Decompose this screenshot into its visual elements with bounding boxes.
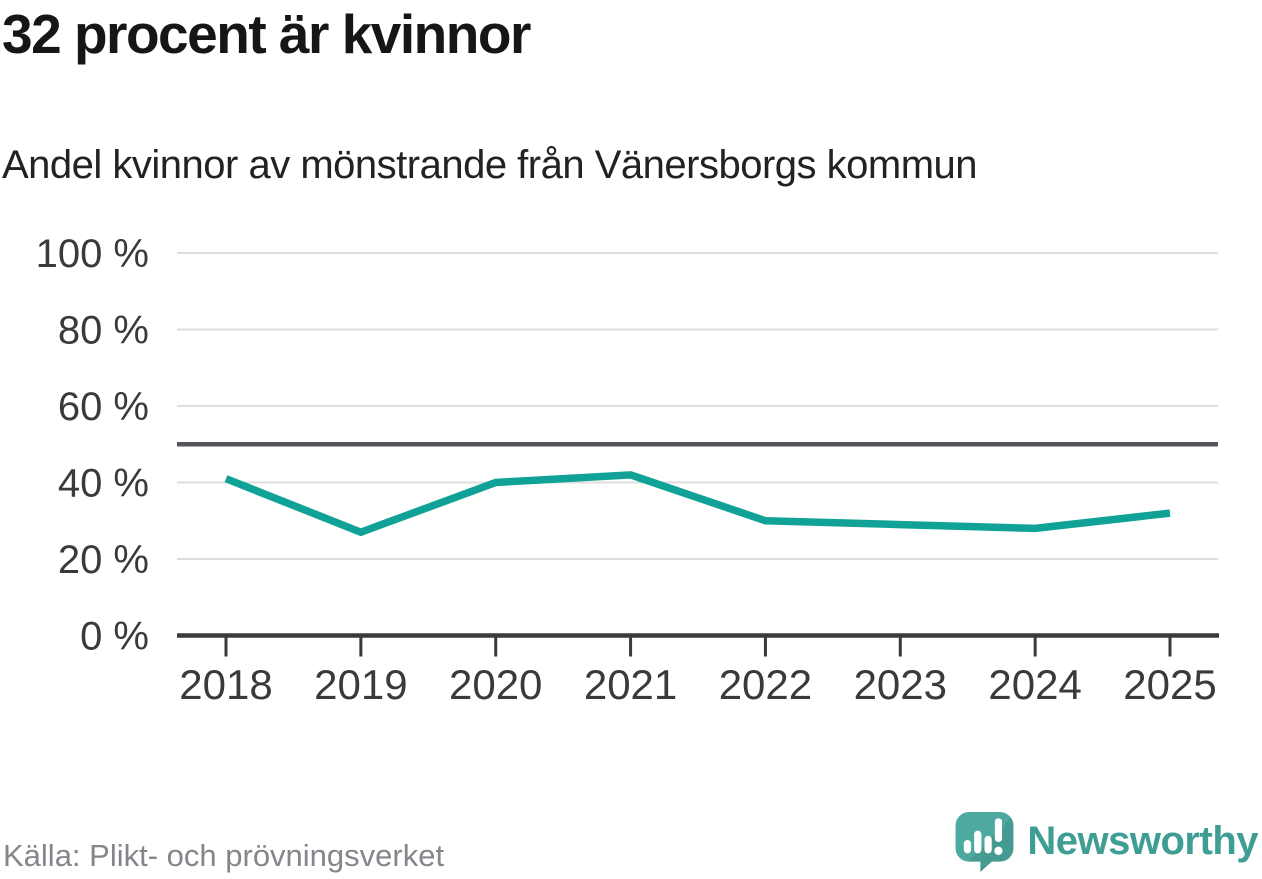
y-tick-label: 60 % xyxy=(58,385,149,429)
x-tick-label: 2019 xyxy=(314,661,407,708)
source-caption: Källa: Plikt- och prövningsverket xyxy=(3,838,445,873)
x-tick-label: 2022 xyxy=(719,661,812,708)
y-tick-label: 20 % xyxy=(58,538,149,582)
bar-chart-icon xyxy=(964,830,993,854)
page-title: 32 procent är kvinnor xyxy=(2,3,531,65)
y-tick-labels: 0 % 20 % 40 % 60 % 80 % 100 % xyxy=(36,232,149,659)
axis-ticks xyxy=(224,637,1172,657)
exclamation-icon xyxy=(994,818,1003,855)
x-tick-label: 2024 xyxy=(988,661,1081,708)
chart-subtitle: Andel kvinnor av mönstrande från Vänersb… xyxy=(2,143,978,187)
x-tick-label: 2021 xyxy=(584,661,677,708)
y-tick-label: 100 % xyxy=(36,232,149,276)
y-tick-label: 40 % xyxy=(58,462,149,506)
newsworthy-wordmark: Newsworthy xyxy=(1027,819,1258,863)
x-tick-label: 2018 xyxy=(179,661,272,708)
x-tick-label: 2025 xyxy=(1123,661,1216,708)
x-tick-labels: 2018 2019 2020 2021 2022 2023 2024 2025 xyxy=(179,661,1216,708)
newsworthy-logo: Newsworthy xyxy=(953,811,1258,872)
y-tick-label: 0 % xyxy=(80,615,149,659)
y-tick-label: 80 % xyxy=(58,309,149,353)
x-tick-label: 2020 xyxy=(449,661,542,708)
x-tick-label: 2023 xyxy=(854,661,947,708)
data-line xyxy=(224,471,1171,537)
newsworthy-logo-icon xyxy=(955,812,1014,872)
grid-lines xyxy=(177,252,1218,560)
